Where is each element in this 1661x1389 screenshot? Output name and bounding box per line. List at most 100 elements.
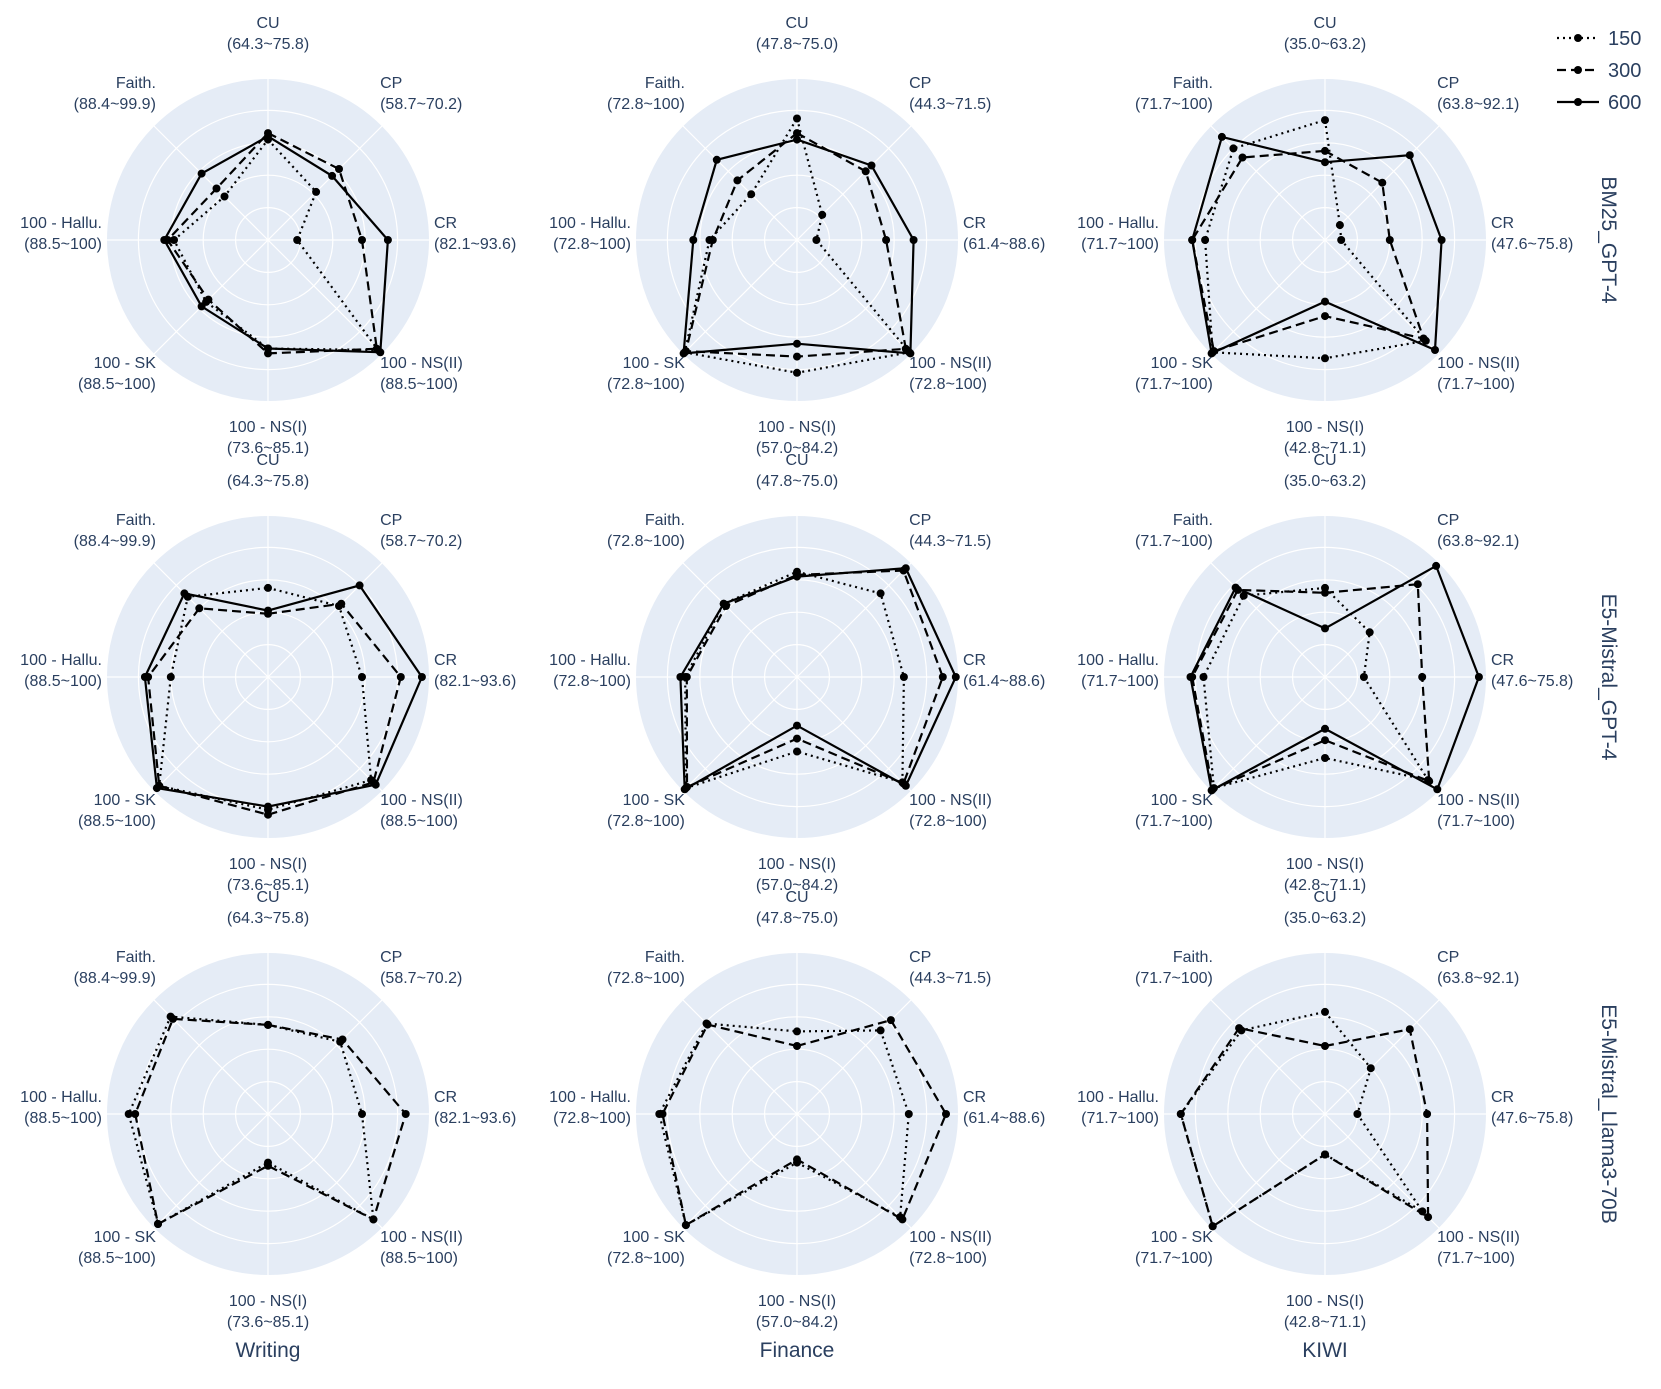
axis-range-label: (71.7~100) bbox=[1135, 970, 1213, 987]
series-point-150 bbox=[812, 236, 821, 244]
axis-label: CU bbox=[256, 889, 279, 906]
axis-label: CP bbox=[1437, 75, 1459, 92]
series-point-150 bbox=[1353, 1110, 1362, 1118]
grid-spoke bbox=[267, 676, 383, 792]
series-point-300 bbox=[337, 599, 346, 608]
series-point-300 bbox=[1321, 588, 1329, 597]
axis-range-label: (72.8~100) bbox=[607, 1250, 685, 1267]
axis-label: 100 - SK bbox=[623, 1229, 686, 1246]
series-point-600 bbox=[355, 581, 364, 590]
grid-spoke bbox=[682, 562, 798, 678]
series-point-600 bbox=[376, 348, 385, 357]
axis-range-label: (88.4~99.9) bbox=[74, 96, 156, 113]
axis-label: CR bbox=[963, 1089, 986, 1106]
radar-panel: CU (47.8~75.0) CP (44.3~71.5) CR (61.4~88.6) 1… bbox=[549, 452, 1045, 894]
legend-item-300[interactable]: 300 bbox=[1557, 60, 1641, 82]
grid-spoke bbox=[1210, 125, 1326, 241]
axis-label: CP bbox=[1437, 512, 1459, 529]
series-point-150 bbox=[358, 673, 366, 681]
legend-item-150[interactable]: 150 bbox=[1557, 28, 1641, 50]
axis-label: CP bbox=[909, 75, 931, 92]
series-point-600 bbox=[1431, 346, 1439, 354]
axis-range-label: (72.8~100) bbox=[607, 376, 685, 393]
axis-label: 100 - Hallu. bbox=[549, 652, 631, 669]
axis-label: CR bbox=[434, 652, 457, 669]
axis-label: 100 - NS(I) bbox=[1286, 419, 1364, 436]
series-point-600 bbox=[371, 780, 380, 789]
axis-range-label: (35.0~63.2) bbox=[1284, 473, 1366, 490]
series-point-600 bbox=[1231, 583, 1240, 592]
axis-range-label: (72.8~100) bbox=[909, 376, 987, 393]
grid-spoke bbox=[267, 125, 383, 241]
series-point-300 bbox=[793, 1155, 801, 1164]
series-point-600 bbox=[909, 236, 918, 244]
row-title: BM25_GPT-4 bbox=[1597, 176, 1620, 304]
series-point-600 bbox=[1186, 673, 1195, 681]
axis-range-label: (57.0~84.2) bbox=[756, 1314, 838, 1331]
axis-range-label: (57.0~84.2) bbox=[756, 877, 838, 894]
legend-label: 150 bbox=[1608, 28, 1641, 50]
axis-label: 100 - SK bbox=[94, 792, 157, 809]
series-point-300 bbox=[1321, 1150, 1329, 1159]
series-point-300 bbox=[733, 176, 742, 185]
grid-spoke bbox=[1324, 676, 1440, 792]
axis-label: Faith. bbox=[1173, 75, 1213, 92]
axis-range-label: (88.4~99.9) bbox=[74, 533, 156, 550]
series-point-300 bbox=[793, 1042, 801, 1050]
axis-range-label: (61.4~88.6) bbox=[963, 236, 1045, 253]
axis-range-label: (71.7~100) bbox=[1135, 533, 1213, 550]
series-point-150 bbox=[1321, 116, 1329, 125]
axis-range-label: (42.8~71.1) bbox=[1284, 440, 1366, 457]
series-point-600 bbox=[1474, 673, 1483, 681]
series-point-150 bbox=[170, 236, 178, 244]
axis-label: CU bbox=[1313, 889, 1336, 906]
grid-spoke bbox=[682, 999, 798, 1115]
axis-range-label: (88.5~100) bbox=[78, 813, 156, 830]
axis-range-label: (72.8~100) bbox=[553, 673, 631, 690]
axis-range-label: (47.6~75.8) bbox=[1491, 673, 1573, 690]
series-point-300 bbox=[1208, 1222, 1217, 1231]
axis-label: 100 - SK bbox=[94, 355, 157, 372]
series-point-600 bbox=[793, 572, 801, 581]
axis-range-label: (88.5~100) bbox=[78, 376, 156, 393]
axis-range-label: (82.1~93.6) bbox=[434, 1110, 516, 1127]
axis-label: CR bbox=[1491, 1089, 1514, 1106]
axis-label: 100 - SK bbox=[1151, 1229, 1214, 1246]
axis-label: 100 - Hallu. bbox=[20, 652, 102, 669]
series-point-300 bbox=[1413, 580, 1422, 589]
series-point-300 bbox=[396, 673, 405, 681]
series-point-300 bbox=[1418, 673, 1427, 681]
legend-item-600[interactable]: 600 bbox=[1557, 92, 1641, 114]
axis-label: 100 - SK bbox=[1151, 792, 1214, 809]
legend[interactable]: 150 300 600 bbox=[1557, 28, 1641, 114]
series-point-150 bbox=[1229, 144, 1238, 153]
series-point-150 bbox=[904, 1110, 913, 1118]
series-point-300 bbox=[793, 352, 801, 361]
series-point-150 bbox=[793, 114, 801, 123]
axis-label: 100 - NS(I) bbox=[229, 419, 307, 436]
series-point-300 bbox=[1321, 1042, 1329, 1050]
series-point-150 bbox=[793, 747, 801, 756]
series-point-600 bbox=[793, 339, 801, 348]
series-point-600 bbox=[264, 606, 272, 615]
series-point-300 bbox=[1235, 1024, 1244, 1033]
row-title: E5-Mistral_GPT-4 bbox=[1597, 594, 1620, 761]
axis-label: CU bbox=[785, 889, 808, 906]
axis-range-label: (64.3~75.8) bbox=[227, 910, 309, 927]
series-point-300 bbox=[264, 1020, 272, 1029]
legend-label: 300 bbox=[1608, 60, 1641, 82]
axis-range-label: (64.3~75.8) bbox=[227, 36, 309, 53]
axis-label: 100 - NS(II) bbox=[380, 1229, 463, 1246]
grid-spoke bbox=[1210, 1113, 1326, 1229]
series-point-150 bbox=[793, 368, 801, 377]
series-point-600 bbox=[679, 349, 688, 358]
axis-label: 100 - NS(II) bbox=[1437, 355, 1520, 372]
series-point-300 bbox=[682, 673, 691, 681]
series-point-300 bbox=[1238, 153, 1247, 162]
axis-range-label: (71.7~100) bbox=[1135, 96, 1213, 113]
radar-panel: CU (64.3~75.8) CP (58.7~70.2) CR (82.1~93.6) 1… bbox=[20, 15, 516, 457]
legend-marker bbox=[1574, 66, 1582, 74]
series-line-150 bbox=[1202, 586, 1431, 790]
axis-label: 100 - NS(II) bbox=[380, 355, 463, 372]
